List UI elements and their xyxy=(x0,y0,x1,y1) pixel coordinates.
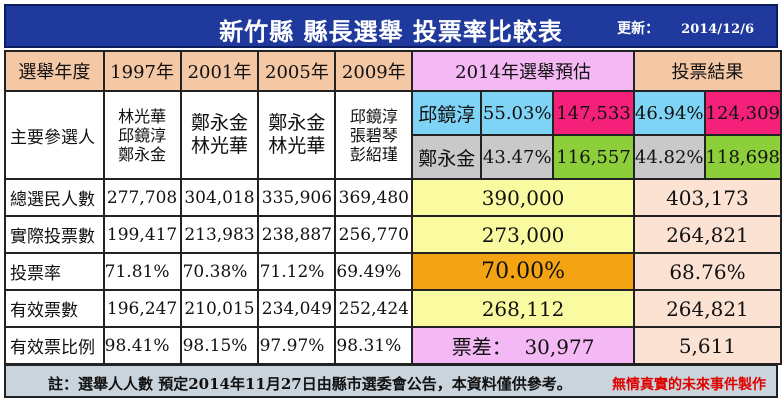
candidate-name: 鄭永金 xyxy=(190,112,248,134)
row-label: 實際投票數 xyxy=(4,215,105,254)
cell-result: 264,821 xyxy=(632,289,782,328)
cell-estimate: 268,112 xyxy=(411,289,635,328)
estimate-c1-votes: 147,533 xyxy=(553,92,633,136)
cell-result: 403,173 xyxy=(632,178,782,217)
estimate-c2-name: 鄭永金 xyxy=(413,135,483,178)
cell-2005: 97.97% xyxy=(257,326,337,365)
margin-value: 30,977 xyxy=(524,335,595,359)
candidate-name: 鄭永金 xyxy=(118,144,167,164)
cell-2005: 71.12% xyxy=(257,252,337,291)
cell-2009: 98.31% xyxy=(334,326,414,365)
result-c2-pct: 44.82% xyxy=(634,135,706,178)
result-candidates: 46.94% 124,309 44.82% 118,698 xyxy=(632,90,782,180)
cell-1997: 199,417 xyxy=(102,215,182,254)
cell-1997: 98.41% xyxy=(102,326,182,365)
candidates-2001: 鄭永金 林光華 xyxy=(179,90,260,180)
table-row: 投票率 71.81% 70.38% 71.12% 69.49% 70.00% 6… xyxy=(4,252,782,291)
candidate-name: 邱鏡淳 xyxy=(349,106,398,126)
cell-2009: 256,770 xyxy=(334,215,414,254)
estimate-c2-pct: 43.47% xyxy=(481,135,555,178)
candidates-label: 主要參選人 xyxy=(4,90,105,180)
result-c1-pct: 46.94% xyxy=(634,92,706,136)
cell-1997: 277,708 xyxy=(102,178,182,217)
estimate-c2-votes: 116,557 xyxy=(553,135,633,178)
row-label: 有效票數 xyxy=(4,289,105,328)
footnote: 註：選舉人人數 預定2014年11月27日由縣市選委會公告，本資料僅供參考。 xyxy=(48,375,572,393)
header-year-label: 選舉年度 xyxy=(4,50,105,92)
update-label: 更新： xyxy=(617,21,660,37)
cell-2009: 252,424 xyxy=(334,289,414,328)
turnout-table: 選舉年度 1997年 2001年 2005年 2009年 2014年選舉預估 投… xyxy=(4,50,782,365)
candidate-name: 林光華 xyxy=(190,135,248,157)
update-info: 更新： 2014/12/6 xyxy=(617,18,754,38)
candidates-row: 主要參選人 林光華 邱鏡淳 鄭永金 鄭永金 林光華 鄭永金 林光華 邱鏡淳 張碧… xyxy=(4,90,782,180)
cell-2005: 234,049 xyxy=(257,289,337,328)
cell-2001: 304,018 xyxy=(179,178,260,217)
result-c2-votes: 118,698 xyxy=(704,135,780,178)
candidate-name: 林光華 xyxy=(268,135,326,157)
estimate-candidates: 邱鏡淳 55.03% 147,533 鄭永金 43.47% 116,557 xyxy=(411,90,635,180)
table-row: 實際投票數 199,417 213,983 238,887 256,770 27… xyxy=(4,215,782,254)
cell-2009: 69.49% xyxy=(334,252,414,291)
candidate-name: 林光華 xyxy=(118,106,167,126)
cell-2001: 210,015 xyxy=(179,289,260,328)
cell-2009: 369,480 xyxy=(334,178,414,217)
table-row: 總選民人數 277,708 304,018 335,906 369,480 39… xyxy=(4,178,782,217)
cell-estimate: 273,000 xyxy=(411,215,635,254)
cell-result: 68.76% xyxy=(632,252,782,291)
candidate-name: 張碧琴 xyxy=(349,125,398,145)
header-2009: 2009年 xyxy=(334,50,414,92)
margin-label: 票差： xyxy=(451,335,512,359)
table-row: 有效票數 196,247 210,015 234,049 252,424 268… xyxy=(4,289,782,328)
header-2001: 2001年 xyxy=(179,50,260,92)
cell-2001: 213,983 xyxy=(179,215,260,254)
result-c1-votes: 124,309 xyxy=(704,92,780,136)
cell-estimate: 390,000 xyxy=(411,178,635,217)
candidate-name: 鄭永金 xyxy=(268,112,326,134)
estimate-candidates-grid: 邱鏡淳 55.03% 147,533 鄭永金 43.47% 116,557 xyxy=(413,92,633,178)
cell-2005: 238,887 xyxy=(257,215,337,254)
author-signature: 無情真實的未來事件製作 xyxy=(612,377,766,393)
result-candidates-grid: 46.94% 124,309 44.82% 118,698 xyxy=(634,92,780,178)
candidates-1997: 林光華 邱鏡淳 鄭永金 xyxy=(102,90,182,180)
cell-estimate: 70.00% xyxy=(411,252,635,291)
row-label: 有效票比例 xyxy=(4,326,105,365)
update-date: 2014/12/6 xyxy=(681,22,754,37)
candidate-name: 邱鏡淳 xyxy=(118,125,167,145)
candidates-2005: 鄭永金 林光華 xyxy=(257,90,337,180)
title-bar: 新竹縣 縣長選舉 投票率比較表 更新： 2014/12/6 xyxy=(4,4,778,48)
cell-1997: 71.81% xyxy=(102,252,182,291)
page-title: 新竹縣 縣長選舉 投票率比較表 xyxy=(219,17,563,46)
cell-result: 5,611 xyxy=(632,326,782,365)
cell-result: 264,821 xyxy=(632,215,782,254)
table-row: 有效票比例 98.41% 98.15% 97.97% 98.31% 票差： 30… xyxy=(4,326,782,365)
cell-2001: 70.38% xyxy=(179,252,260,291)
row-label: 投票率 xyxy=(4,252,105,291)
header-result: 投票結果 xyxy=(632,50,782,92)
candidate-name: 彭紹瑾 xyxy=(349,144,398,164)
candidates-2009: 邱鏡淳 張碧琴 彭紹瑾 xyxy=(334,90,414,180)
cell-2005: 335,906 xyxy=(257,178,337,217)
estimate-c1-pct: 55.03% xyxy=(481,92,555,136)
cell-estimate-margin: 票差： 30,977 xyxy=(411,326,635,365)
header-2014-estimate: 2014年選舉預估 xyxy=(411,50,635,92)
header-1997: 1997年 xyxy=(102,50,182,92)
cell-1997: 196,247 xyxy=(102,289,182,328)
header-2005: 2005年 xyxy=(257,50,337,92)
header-row: 選舉年度 1997年 2001年 2005年 2009年 2014年選舉預估 投… xyxy=(4,50,782,92)
cell-2001: 98.15% xyxy=(179,326,260,365)
row-label: 總選民人數 xyxy=(4,178,105,217)
estimate-c1-name: 邱鏡淳 xyxy=(413,92,483,136)
footer-bar: 註：選舉人人數 預定2014年11月27日由縣市選委會公告，本資料僅供參考。 無… xyxy=(4,364,778,398)
